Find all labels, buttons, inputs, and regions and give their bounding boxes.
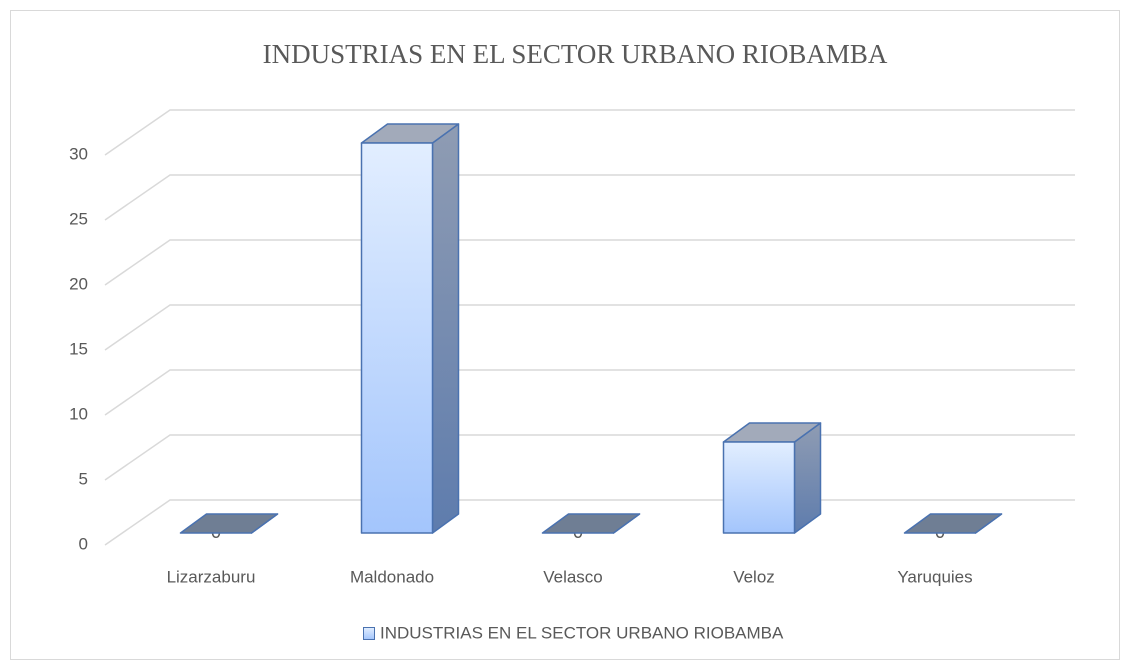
grid-line	[104, 304, 1075, 351]
bar	[360, 142, 434, 534]
bar-side	[431, 123, 460, 534]
bar	[722, 441, 796, 534]
grid-line	[104, 239, 1075, 286]
bar-top	[179, 513, 279, 534]
grid-line	[104, 369, 1075, 416]
chart-title: INDUSTRIAS EN EL SECTOR URBANO RIOBAMBA	[263, 39, 888, 69]
bars: 030070	[179, 123, 1003, 542]
y-tick-label: 0	[79, 534, 88, 553]
bar-top	[541, 513, 641, 534]
x-tick-label: Velasco	[543, 567, 603, 586]
y-tick-label: 30	[69, 144, 88, 163]
y-tick-label: 20	[69, 274, 88, 293]
grid-line	[104, 174, 1075, 221]
y-tick-label: 15	[69, 339, 88, 358]
x-tick-label: Lizarzaburu	[167, 567, 256, 586]
x-tick-label: Yaruquies	[897, 567, 972, 586]
grid-line	[104, 109, 1075, 156]
legend-label: INDUSTRIAS EN EL SECTOR URBANO RIOBAMBA	[380, 623, 784, 642]
chart-border	[10, 10, 1120, 660]
x-tick-label: Veloz	[733, 567, 775, 586]
legend-swatch	[363, 627, 375, 640]
grid: 0 5 10 15 20 25 30 Lizarzaburu Maldonado Velasco V…	[69, 109, 1075, 586]
y-tick-label: 10	[69, 404, 88, 423]
y-tick-label: 5	[79, 469, 88, 488]
bar-top	[903, 513, 1003, 534]
y-tick-label: 25	[69, 209, 88, 228]
x-tick-label: Maldonado	[350, 567, 434, 586]
